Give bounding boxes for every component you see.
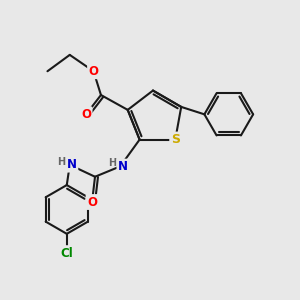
- Text: H: H: [57, 157, 65, 167]
- Text: N: N: [67, 158, 77, 171]
- Text: O: O: [88, 65, 98, 78]
- Text: S: S: [171, 133, 180, 146]
- Text: Cl: Cl: [60, 247, 73, 260]
- Text: H: H: [108, 158, 116, 168]
- Text: O: O: [87, 196, 97, 208]
- Text: N: N: [118, 160, 128, 173]
- Text: O: O: [81, 108, 91, 121]
